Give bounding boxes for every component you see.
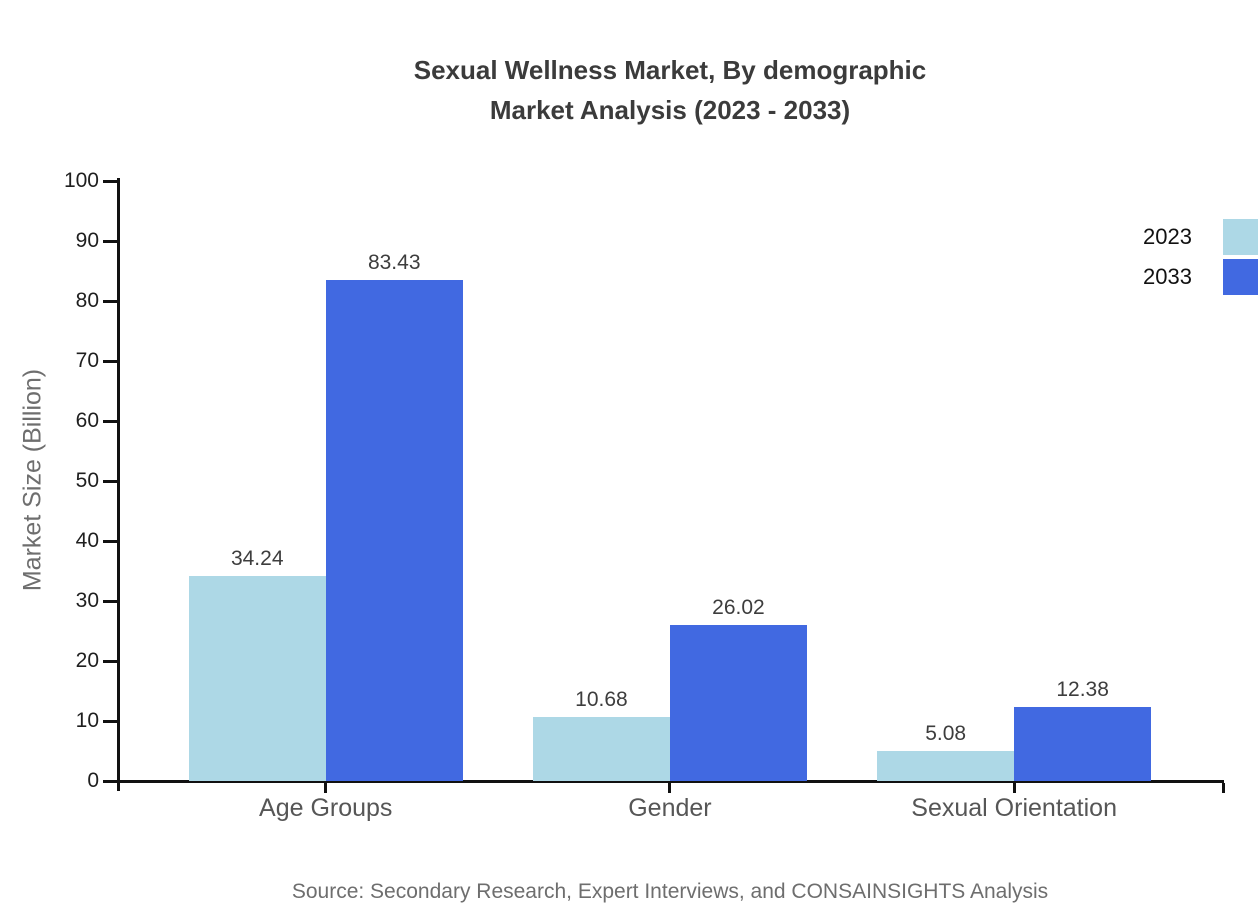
legend-item-2023: 2023 <box>1143 219 1258 255</box>
legend-item-2033: 2033 <box>1143 259 1258 295</box>
legend-swatch-2023 <box>1223 219 1258 255</box>
chart-title-line1: Sexual Wellness Market, By demographic <box>413 55 927 85</box>
x-label-gender: Gender <box>628 794 712 822</box>
value-label-2023-age-groups: 34.24 <box>230 546 284 570</box>
value-label-2023-gender: 10.68 <box>575 687 628 711</box>
y-tick-90 <box>103 239 118 243</box>
y-tick-0 <box>103 779 118 783</box>
y-tick-label-10: 10 <box>75 709 99 732</box>
y-tick-label-60: 60 <box>75 409 99 432</box>
chart-title-line2: Market Analysis (2023 - 2033) <box>489 95 851 125</box>
y-tick-70 <box>103 359 118 363</box>
bar-2033-sexual-orientation <box>1014 706 1152 781</box>
x-axis-line <box>116 780 1224 783</box>
value-label-2033-age-groups: 83.43 <box>367 251 421 275</box>
bar-2033-gender <box>669 624 807 781</box>
y-tick-label-20: 20 <box>75 649 99 672</box>
x-label-sexual-orientation: Sexual Orientation <box>911 794 1117 822</box>
bar-2023-age-groups <box>188 575 326 781</box>
y-tick-60 <box>103 419 118 423</box>
legend-swatch-2033 <box>1223 259 1258 295</box>
y-tick-40 <box>103 539 118 543</box>
value-label-2023-sexual-orientation: 5.08 <box>925 721 967 745</box>
y-tick-80 <box>103 299 118 303</box>
x-tick-sexual-orientation <box>1012 783 1016 793</box>
bar-2023-gender <box>532 716 670 781</box>
x-label-age-groups: Age Groups <box>259 794 393 822</box>
y-axis-line <box>117 178 120 791</box>
y-tick-label-50: 50 <box>75 469 99 492</box>
value-label-2033-gender: 26.02 <box>712 595 765 619</box>
legend-label-2023: 2023 <box>1143 224 1192 249</box>
y-tick-100 <box>103 179 118 183</box>
legend-label-2033: 2033 <box>1143 264 1192 289</box>
y-tick-50 <box>103 479 118 483</box>
y-tick-label-100: 100 <box>63 169 99 192</box>
y-tick-10 <box>103 719 118 723</box>
y-tick-30 <box>103 599 118 603</box>
y-tick-label-30: 30 <box>75 589 99 612</box>
y-tick-label-80: 80 <box>75 289 99 312</box>
chart-title: Sexual Wellness Market, By demographic M… <box>80 50 1260 130</box>
y-tick-label-70: 70 <box>75 349 99 372</box>
legend: 2023 2033 <box>1143 219 1258 299</box>
bar-2033-age-groups <box>325 280 463 781</box>
y-tick-label-40: 40 <box>75 529 99 552</box>
x-tick-gender <box>668 783 672 793</box>
value-label-2033-sexual-orientation: 12.38 <box>1056 677 1109 701</box>
source-text: Source: Secondary Research, Expert Inter… <box>291 880 1049 903</box>
bar-2023-sexual-orientation <box>877 750 1015 781</box>
x-tick-axis-end <box>1221 783 1225 793</box>
y-tick-20 <box>103 659 118 663</box>
y-tick-label-0: 0 <box>87 769 99 792</box>
y-tick-label-90: 90 <box>75 229 99 252</box>
x-tick-age-groups <box>324 783 328 793</box>
